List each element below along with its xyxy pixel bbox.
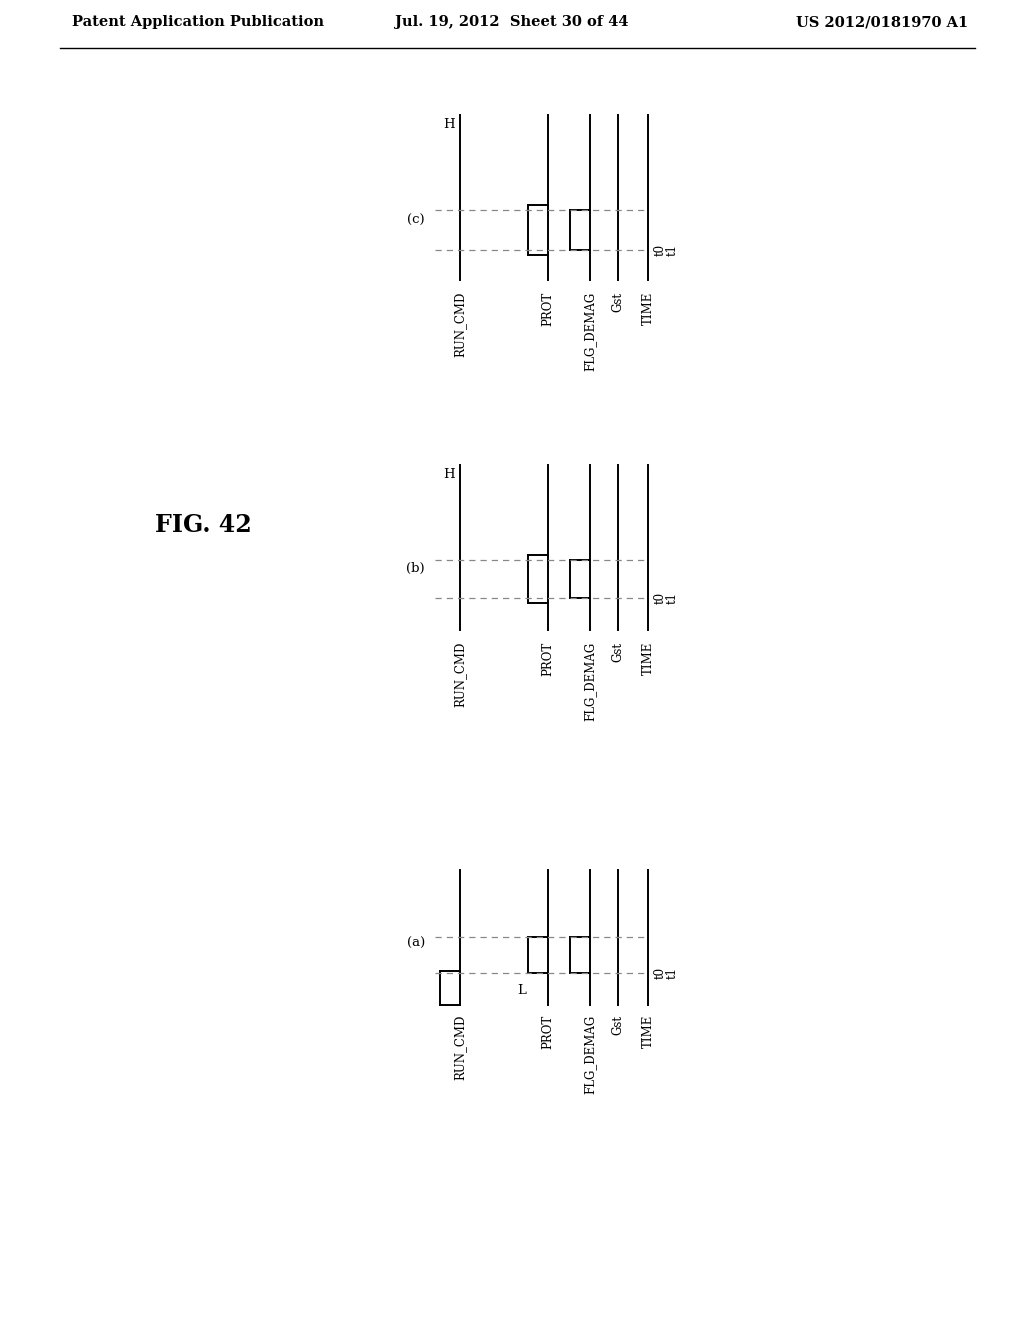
Text: (b): (b) xyxy=(407,561,425,574)
Text: Gst: Gst xyxy=(611,292,625,312)
Text: PROT: PROT xyxy=(542,292,555,326)
Text: (c): (c) xyxy=(408,214,425,227)
Text: t0: t0 xyxy=(654,968,667,979)
Text: t1: t1 xyxy=(666,244,679,256)
Text: t0: t0 xyxy=(654,244,667,256)
Text: Gst: Gst xyxy=(611,1015,625,1035)
Text: RUN_CMD: RUN_CMD xyxy=(454,642,467,708)
Text: FLG_DEMAG: FLG_DEMAG xyxy=(584,642,597,721)
Text: US 2012/0181970 A1: US 2012/0181970 A1 xyxy=(796,15,968,29)
Text: L: L xyxy=(517,983,526,997)
Text: RUN_CMD: RUN_CMD xyxy=(454,292,467,358)
Text: RUN_CMD: RUN_CMD xyxy=(454,1015,467,1080)
Text: t1: t1 xyxy=(666,968,679,979)
Text: TIME: TIME xyxy=(641,642,654,676)
Text: FLG_DEMAG: FLG_DEMAG xyxy=(584,292,597,371)
Text: FIG. 42: FIG. 42 xyxy=(155,513,252,537)
Text: t1: t1 xyxy=(666,591,679,605)
Text: (a): (a) xyxy=(407,936,425,949)
Text: TIME: TIME xyxy=(641,292,654,325)
Text: H: H xyxy=(443,119,455,132)
Text: Gst: Gst xyxy=(611,642,625,663)
Text: H: H xyxy=(443,469,455,482)
Text: t0: t0 xyxy=(654,591,667,605)
Text: PROT: PROT xyxy=(542,642,555,676)
Text: TIME: TIME xyxy=(641,1015,654,1048)
Text: Jul. 19, 2012  Sheet 30 of 44: Jul. 19, 2012 Sheet 30 of 44 xyxy=(395,15,629,29)
Text: PROT: PROT xyxy=(542,1015,555,1049)
Text: Patent Application Publication: Patent Application Publication xyxy=(72,15,324,29)
Text: FLG_DEMAG: FLG_DEMAG xyxy=(584,1015,597,1094)
